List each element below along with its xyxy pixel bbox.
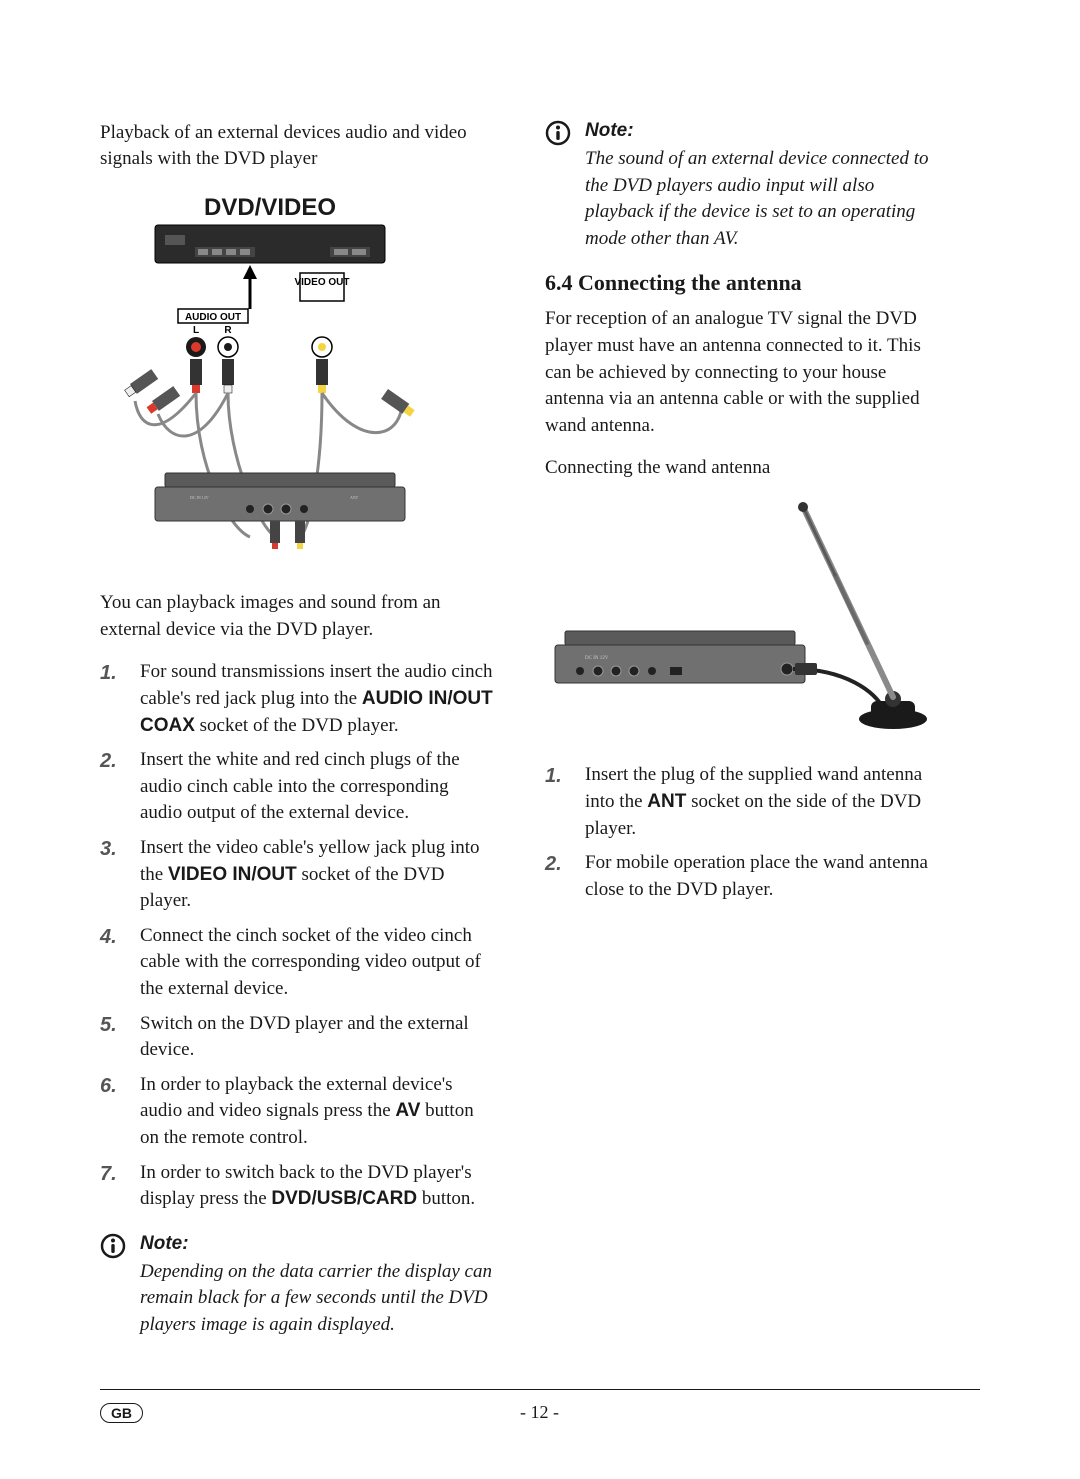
left-step-7: 7.In order to switch back to the DVD pla… (100, 1160, 495, 1213)
info-icon (100, 1233, 126, 1339)
left-intro-heading: Playback of an external devices audio an… (100, 120, 495, 171)
svg-text:DC IN 12V: DC IN 12V (190, 495, 209, 500)
section-6-4-text: For reception of an analogue TV signal t… (545, 306, 945, 439)
left-step-6: 6.In order to playback the external devi… (100, 1072, 495, 1152)
left-step-3: 3.Insert the video cable's yellow jack p… (100, 835, 495, 915)
right-note-text: The sound of an external device connecte… (585, 146, 945, 252)
svg-text:VIDEO OUT: VIDEO OUT (294, 277, 349, 288)
left-step-1: 1.For sound transmissions insert the aud… (100, 659, 495, 739)
left-step-4: 4.Connect the cinch socket of the video … (100, 923, 495, 1003)
left-steps-list: 1.For sound transmissions insert the aud… (100, 659, 495, 1212)
wand-antenna-subheading: Connecting the wand antenna (545, 457, 945, 479)
svg-text:R: R (224, 325, 232, 336)
right-step-2: 2.For mobile operation place the wand an… (545, 850, 945, 903)
dvd-video-diagram: DVD/VIDEO VIDEO OUT AUDIO OUT L R (100, 189, 495, 574)
page-footer: GB - 12 - (100, 1389, 980, 1423)
playback-intro-text: You can playback images and sound from a… (100, 590, 495, 643)
gb-badge: GB (100, 1403, 143, 1423)
left-note-title: Note: (140, 1233, 495, 1255)
right-note: Note: The sound of an external device co… (545, 120, 945, 252)
left-step-2: 2.Insert the white and red cinch plugs o… (100, 747, 495, 827)
left-step-5: 5.Switch on the DVD player and the exter… (100, 1011, 495, 1064)
section-6-4-title: 6.4 Connecting the antenna (545, 270, 945, 296)
svg-text:AUDIO OUT: AUDIO OUT (185, 312, 241, 323)
antenna-diagram: DC IN 12V (545, 491, 945, 746)
svg-text:ANT: ANT (350, 495, 359, 500)
page-number: - 12 - (143, 1402, 936, 1423)
left-note: Note: Depending on the data carrier the … (100, 1233, 495, 1339)
diagram-title: DVD/VIDEO (204, 194, 336, 221)
svg-text:DC IN 12V: DC IN 12V (585, 656, 609, 661)
right-step-1: 1.Insert the plug of the supplied wand a… (545, 762, 945, 842)
right-note-title: Note: (585, 120, 945, 142)
right-steps-list: 1.Insert the plug of the supplied wand a… (545, 762, 945, 903)
info-icon (545, 120, 571, 252)
svg-text:L: L (193, 325, 199, 336)
left-note-text: Depending on the data carrier the displa… (140, 1259, 495, 1339)
